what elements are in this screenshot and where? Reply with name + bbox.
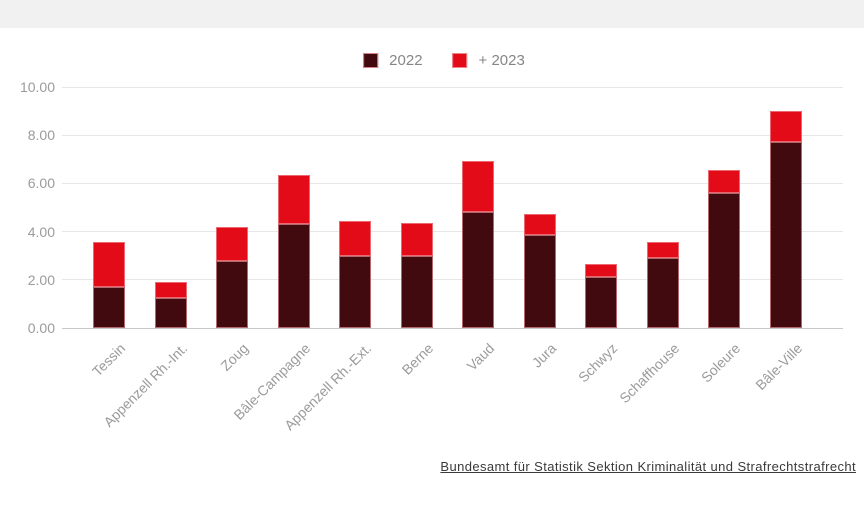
- bar-segment-2022[interactable]: [154, 297, 187, 328]
- legend-label-2022: 2022: [389, 52, 423, 69]
- bar-segment-2022[interactable]: [462, 212, 494, 328]
- y-tick-label: 6.00: [27, 175, 55, 192]
- bar-segment-2023[interactable]: [585, 264, 617, 278]
- bar-segment-2022[interactable]: [523, 235, 556, 328]
- legend-item-2023[interactable]: + 2023: [452, 52, 525, 69]
- gridline: [62, 182, 843, 184]
- bar-segment-2023[interactable]: [216, 226, 248, 261]
- chart-legend: 2022 + 2023: [363, 52, 525, 69]
- gridline: [62, 134, 843, 136]
- gridline: [62, 279, 843, 281]
- bar-segment-2023[interactable]: [523, 213, 556, 236]
- bar-segment-2023[interactable]: [646, 242, 679, 259]
- legend-swatch-2022: [363, 53, 379, 68]
- bar-segment-2022[interactable]: [400, 255, 433, 328]
- y-tick-label: 10.00: [19, 79, 55, 95]
- legend-label-2023: + 2023: [478, 52, 525, 69]
- bar-segment-2022[interactable]: [585, 277, 617, 328]
- bar-segment-2023[interactable]: [339, 220, 371, 256]
- bar-segment-2023[interactable]: [769, 111, 802, 143]
- axis-baseline: [62, 327, 843, 329]
- bar-segment-2022[interactable]: [277, 224, 310, 328]
- source-link[interactable]: Bundesamt für Statistik Sektion Kriminal…: [440, 459, 856, 474]
- bar-segment-2023[interactable]: [277, 174, 310, 225]
- bar-segment-2023[interactable]: [462, 160, 494, 213]
- y-tick-label: 2.00: [27, 271, 55, 288]
- bar-segment-2023[interactable]: [154, 282, 187, 298]
- gridline: [62, 231, 843, 233]
- bar-segment-2022[interactable]: [769, 142, 802, 328]
- bar-segment-2022[interactable]: [216, 260, 248, 328]
- y-tick-label: 4.00: [27, 223, 55, 240]
- bar-segment-2023[interactable]: [708, 170, 740, 194]
- bar-segment-2022[interactable]: [646, 258, 679, 328]
- y-tick-label: 8.00: [27, 127, 55, 144]
- y-tick-label: 0.00: [27, 320, 55, 336]
- legend-swatch-2023: [452, 53, 468, 68]
- bar-segment-2023[interactable]: [400, 223, 433, 256]
- gridline: [62, 86, 843, 88]
- bar-segment-2022[interactable]: [93, 287, 125, 328]
- legend-item-2022[interactable]: 2022: [363, 52, 423, 69]
- top-band: [0, 0, 864, 28]
- bar-segment-2022[interactable]: [339, 255, 371, 328]
- bar-segment-2023[interactable]: [93, 242, 125, 288]
- bar-segment-2022[interactable]: [708, 193, 740, 328]
